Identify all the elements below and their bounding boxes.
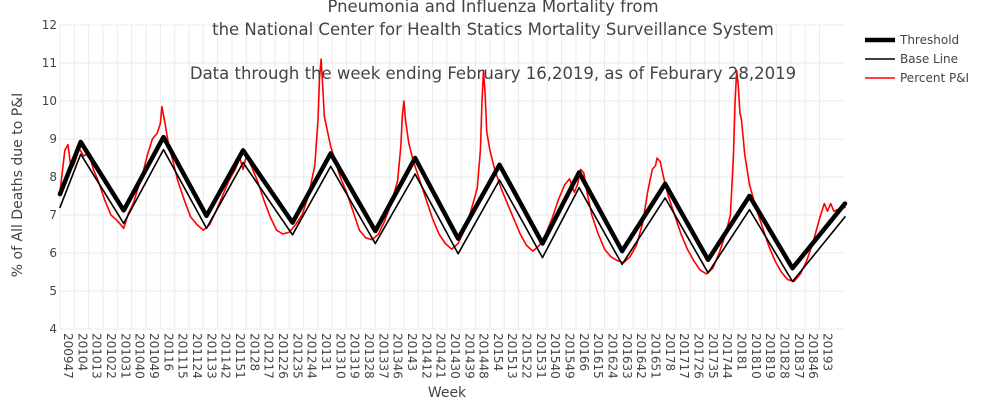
- x-tick-label: 201549: [563, 333, 577, 379]
- y-tick-label: 11: [42, 56, 57, 70]
- y-axis-title: % of All Deaths due to P&I: [10, 93, 26, 277]
- x-tick-label: 201235: [290, 333, 304, 379]
- x-tick-label: 201040: [133, 333, 147, 379]
- x-tick-label: 20154: [491, 333, 505, 371]
- chart-subtitle: Data through the week ending February 16…: [190, 64, 796, 83]
- x-tick-label: 201837: [792, 333, 806, 379]
- x-tick-label: 201049: [147, 333, 161, 379]
- x-tick-label: 201328: [362, 333, 376, 379]
- series-line-base-line[interactable]: [59, 148, 846, 283]
- x-tick-label: 201013: [90, 333, 104, 379]
- series-line-threshold[interactable]: [57, 134, 848, 271]
- x-tick-label: 201022: [104, 333, 118, 379]
- chart-title-line-2: the National Center for Health Statics M…: [212, 20, 774, 39]
- x-tick-label: 20104: [75, 333, 89, 371]
- legend-label-threshold[interactable]: Threshold: [899, 33, 959, 47]
- x-tick-label: 201531: [534, 333, 548, 379]
- y-tick-label: 8: [49, 170, 57, 184]
- legend-label-percent-pi[interactable]: Percent P&I: [900, 71, 969, 85]
- y-tick-label: 6: [49, 246, 57, 260]
- x-tick-label: 201217: [262, 333, 276, 379]
- x-tick-label: 201540: [548, 333, 562, 379]
- series-line-percent-p-i[interactable]: [59, 58, 846, 283]
- legend-label-base-line[interactable]: Base Line: [900, 52, 958, 66]
- plot-area: [57, 58, 848, 283]
- y-axis-ticks: 4 5 6 7 8 9 10 11 12: [42, 18, 57, 336]
- x-tick-label: 201439: [462, 333, 476, 379]
- x-tick-label: 201244: [305, 333, 319, 379]
- x-tick-label: 201430: [448, 333, 462, 379]
- x-tick-label: 20116: [161, 333, 175, 371]
- x-tick-label: 201624: [606, 333, 620, 379]
- x-tick-label: 201226: [276, 333, 290, 379]
- x-tick-label: 20178: [663, 333, 677, 371]
- y-gridlines: [60, 24, 845, 330]
- x-tick-label: 201412: [419, 333, 433, 379]
- y-tick-label: 12: [42, 18, 57, 32]
- x-tick-label: 20181: [735, 333, 749, 371]
- x-tick-label: 20166: [577, 333, 591, 371]
- y-tick-label: 7: [49, 208, 57, 222]
- y-tick-label: 9: [49, 132, 57, 146]
- x-tick-label: 200947: [61, 333, 75, 379]
- x-tick-label: 201337: [376, 333, 390, 379]
- y-tick-label: 10: [42, 94, 57, 108]
- x-tick-label: 20193: [821, 333, 835, 371]
- x-tick-label: 201522: [520, 333, 534, 379]
- x-axis-ticks: 200947 20104 201013 201022 201031 201040 20104…: [61, 333, 835, 379]
- x-tick-label: 201615: [591, 333, 605, 379]
- x-tick-label: 201717: [677, 333, 691, 379]
- chart-title-line-1: Pneumonia and Influenza Mortality from: [327, 0, 658, 16]
- x-tick-label: 201133: [204, 333, 218, 379]
- x-tick-label: 20143: [405, 333, 419, 371]
- x-tick-label: 201421: [434, 333, 448, 379]
- x-tick-label: 201448: [477, 333, 491, 379]
- x-tick-label: 201726: [692, 333, 706, 379]
- legend: Threshold Base Line Percent P&I: [865, 33, 969, 85]
- x-tick-label: 201346: [391, 333, 405, 379]
- x-tick-label: 201744: [720, 333, 734, 379]
- y-tick-label: 5: [49, 284, 57, 298]
- x-tick-label: 201319: [348, 333, 362, 379]
- x-tick-label: 201115: [176, 333, 190, 379]
- x-tick-label: 201151: [233, 333, 247, 379]
- x-tick-label: 20131: [319, 333, 333, 371]
- x-tick-label: 201124: [190, 333, 204, 379]
- x-axis-title: Week: [428, 385, 467, 400]
- x-tick-label: 201810: [749, 333, 763, 379]
- x-tick-label: 201828: [778, 333, 792, 379]
- x-tick-label: 20128: [247, 333, 261, 371]
- x-tick-label: 201819: [763, 333, 777, 379]
- x-tick-label: 201513: [505, 333, 519, 379]
- x-tick-label: 201735: [706, 333, 720, 379]
- x-tick-label: 201031: [118, 333, 132, 379]
- x-gridlines: [59, 25, 821, 329]
- x-tick-label: 201651: [649, 333, 663, 379]
- x-tick-label: 201633: [620, 333, 634, 379]
- x-tick-label: 201846: [806, 333, 820, 379]
- y-tick-label: 4: [49, 322, 57, 336]
- x-tick-label: 201142: [219, 333, 233, 379]
- x-tick-label: 201310: [333, 333, 347, 379]
- x-tick-label: 201642: [634, 333, 648, 379]
